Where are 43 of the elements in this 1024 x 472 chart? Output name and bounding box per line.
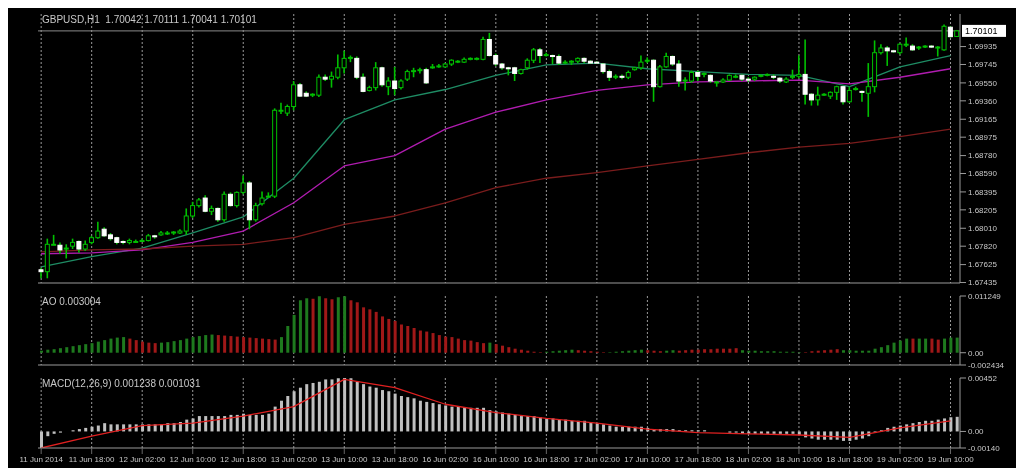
y-tick-label: 1.68780 bbox=[968, 151, 998, 161]
x-tick-label: 19 Jun 10:00 bbox=[927, 454, 975, 464]
x-tick-label: 17 Jun 18:00 bbox=[674, 454, 722, 464]
x-tick-label: 11 Jun 18:00 bbox=[68, 454, 116, 464]
y-tick-label: 1.67820 bbox=[968, 242, 998, 252]
y-tick-label: 1.69550 bbox=[968, 78, 998, 88]
y-tick-label: -0.002434 bbox=[968, 360, 1005, 370]
chart-title: AO 0.003004 bbox=[42, 296, 101, 307]
x-tick-label: 18 Jun 18:00 bbox=[826, 454, 874, 464]
x-tick-label: 18 Jun 10:00 bbox=[775, 454, 823, 464]
x-tick-label: 13 Jun 02:00 bbox=[270, 454, 318, 464]
y-tick-label: 1.67625 bbox=[968, 260, 998, 270]
y-tick-label: -0.00140 bbox=[968, 443, 1001, 453]
x-tick-label: 17 Jun 02:00 bbox=[573, 454, 621, 464]
x-tick-label: 12 Jun 10:00 bbox=[169, 454, 217, 464]
y-tick-label: 1.69360 bbox=[968, 96, 998, 106]
y-tick-label: 1.67435 bbox=[968, 278, 998, 288]
x-tick-label: 17 Jun 10:00 bbox=[624, 454, 672, 464]
y-tick-label: 1.69165 bbox=[968, 115, 998, 125]
y-tick-label: 0.00 bbox=[968, 427, 985, 437]
x-tick-label: 12 Jun 02:00 bbox=[119, 454, 166, 464]
x-tick-label: 12 Jun 18:00 bbox=[220, 454, 267, 464]
y-tick-label: 1.69745 bbox=[968, 60, 998, 70]
x-tick-label: 16 Jun 02:00 bbox=[422, 454, 469, 464]
x-tick-label: 13 Jun 10:00 bbox=[321, 454, 368, 464]
x-tick-label: 11 Jun 2014 bbox=[19, 454, 64, 464]
x-tick-label: 19 Jun 02:00 bbox=[876, 454, 924, 464]
x-tick-label: 16 Jun 10:00 bbox=[472, 454, 520, 464]
x-tick-label: 13 Jun 18:00 bbox=[371, 454, 419, 464]
y-tick-label: 0.011249 bbox=[968, 291, 1002, 301]
y-tick-label: 0.00 bbox=[968, 348, 985, 358]
y-tick-label: 1.68010 bbox=[968, 224, 998, 234]
y-tick-label: 1.68590 bbox=[968, 169, 998, 179]
chart-title: GBPUSD,H1 1.70042 1.70111 1.70041 1.70101 bbox=[42, 14, 257, 25]
y-tick-label: 1.68205 bbox=[968, 205, 998, 215]
ref-line-label: 1.70101 bbox=[965, 26, 998, 37]
chart-title: MACD(12,26,9) 0.001238 0.001031 bbox=[42, 378, 201, 389]
y-tick-label: 0.00452 bbox=[968, 373, 998, 383]
y-tick-label: 1.69935 bbox=[968, 42, 998, 52]
x-tick-label: 18 Jun 02:00 bbox=[725, 454, 773, 464]
y-tick-label: 1.68975 bbox=[968, 133, 998, 143]
y-tick-label: 1.68395 bbox=[968, 187, 998, 197]
x-tick-label: 16 Jun 18:00 bbox=[523, 454, 571, 464]
